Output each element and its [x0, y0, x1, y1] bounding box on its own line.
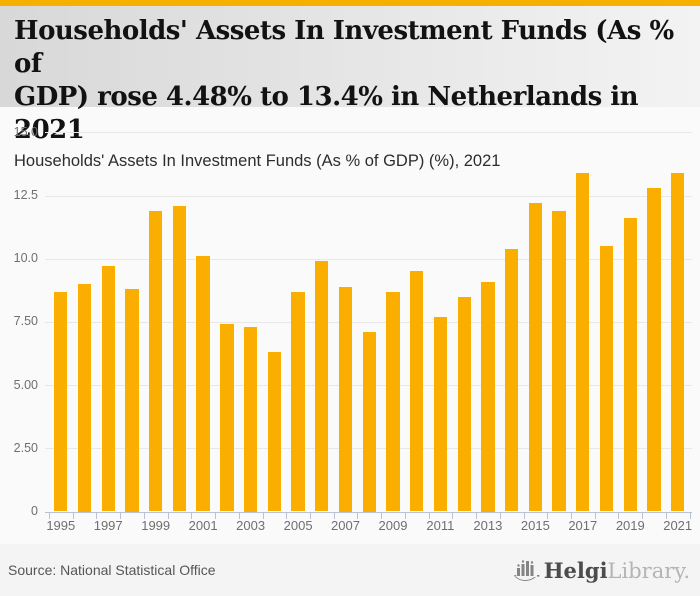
bar-2003: [243, 327, 258, 512]
x-axis-label: 2001: [188, 518, 218, 533]
axis-tick: [381, 513, 383, 519]
axis-tick: [238, 513, 240, 519]
bar-2009: [386, 291, 400, 512]
x-axis-label: 1995: [46, 518, 76, 533]
y-axis-label: 2.50: [13, 440, 38, 455]
helgi-logo[interactable]: HelgiLibrary.: [514, 558, 690, 582]
axis-tick: [665, 513, 667, 519]
bar-2019: [623, 218, 637, 512]
axis-tick: [523, 513, 525, 519]
bar-2021: [671, 172, 685, 512]
footer: Source: National Statistical Office: [0, 544, 700, 596]
bar-2010: [410, 271, 424, 512]
axis-tick: [120, 513, 122, 519]
axis-tick: [262, 513, 264, 519]
y-gridline: [45, 258, 692, 260]
chart-subtitle: Households' Assets In Investment Funds (…: [14, 152, 501, 170]
y-axis-label: 7.50: [13, 314, 38, 329]
y-axis-label: 5.00: [13, 377, 38, 392]
axis-tick: [72, 513, 74, 519]
source-note: Source: National Statistical Office: [8, 562, 216, 578]
page-title: Households' Assets In Investment Funds (…: [14, 15, 700, 147]
bar-1997: [101, 266, 115, 512]
axis-tick: [618, 513, 620, 519]
brand-top-bar: [0, 0, 700, 6]
x-axis-label: 2011: [426, 518, 455, 533]
axis-tick: [452, 513, 454, 519]
header: Households' Assets In Investment Funds (…: [0, 6, 700, 170]
axis-tick: [48, 513, 50, 519]
axis-tick: [309, 513, 311, 519]
x-axis-label: 2009: [378, 518, 408, 533]
axis-tick: [96, 513, 98, 519]
y-axis-label: 0: [31, 504, 38, 518]
axis-tick: [499, 513, 501, 519]
x-axis-label: 1997: [93, 518, 123, 533]
y-axis-label: 15.0: [13, 124, 38, 139]
bar-2000: [172, 205, 187, 512]
axis-tick: [642, 513, 644, 519]
bar-2013: [481, 281, 495, 512]
axis-tick: [476, 513, 477, 519]
bar-2007: [338, 286, 353, 512]
x-axis-label: 2021: [663, 518, 693, 533]
bar-2002: [220, 324, 234, 512]
x-axis-label: 2005: [283, 518, 313, 533]
page-title-line1: Households' Assets In Investment Funds (…: [14, 16, 674, 79]
bar-2014: [504, 248, 519, 512]
y-gridline: [45, 321, 692, 323]
bar-1999: [149, 210, 163, 512]
bar-2018: [599, 246, 614, 512]
axis-tick: [428, 513, 430, 519]
bar-2006: [315, 261, 329, 512]
bar-2004: [267, 352, 281, 512]
axis-tick: [215, 513, 216, 519]
bar-2008: [362, 332, 376, 512]
bar-2020: [647, 187, 661, 512]
bar-2005: [291, 291, 305, 512]
bar-2015: [528, 203, 543, 512]
x-axis-label: 2017: [568, 518, 598, 533]
axis-tick: [357, 513, 359, 519]
x-axis-label: 1999: [141, 518, 171, 533]
x-axis-label: 2003: [236, 518, 266, 533]
page-title-line2: GDP) rose 4.48% to 13.4% in Netherlands …: [14, 82, 639, 145]
x-axis-line: [45, 512, 692, 513]
bar-2017: [576, 172, 590, 512]
bar-1995: [54, 291, 68, 512]
axis-tick: [689, 513, 691, 519]
logo-text-library: Library.: [607, 559, 690, 583]
x-axis-label: 2019: [615, 518, 645, 533]
axis-tick: [547, 513, 549, 519]
x-axis-label: 2013: [473, 518, 503, 533]
bar-2012: [457, 296, 471, 512]
y-axis-label: 10.0: [13, 251, 38, 266]
axis-tick: [167, 513, 169, 519]
x-axis-label: 2007: [331, 518, 360, 533]
bar-1996: [77, 284, 92, 512]
helgi-logo-icon: [514, 558, 540, 582]
axis-tick: [286, 513, 288, 519]
bar-1998: [125, 289, 139, 512]
x-axis-label: 2015: [520, 518, 550, 533]
axis-tick: [571, 513, 572, 519]
bar-2011: [433, 316, 448, 512]
y-axis-label: 12.5: [13, 188, 38, 202]
axis-tick: [404, 513, 406, 519]
logo-text-helgi: Helgi: [543, 558, 608, 583]
y-gridline: [45, 132, 692, 134]
axis-tick: [333, 513, 335, 519]
bar-2016: [552, 210, 566, 512]
bar-2001: [196, 256, 210, 512]
axis-tick: [143, 513, 145, 519]
y-gridline: [45, 195, 692, 197]
axis-tick: [594, 513, 596, 519]
axis-tick: [191, 513, 193, 519]
